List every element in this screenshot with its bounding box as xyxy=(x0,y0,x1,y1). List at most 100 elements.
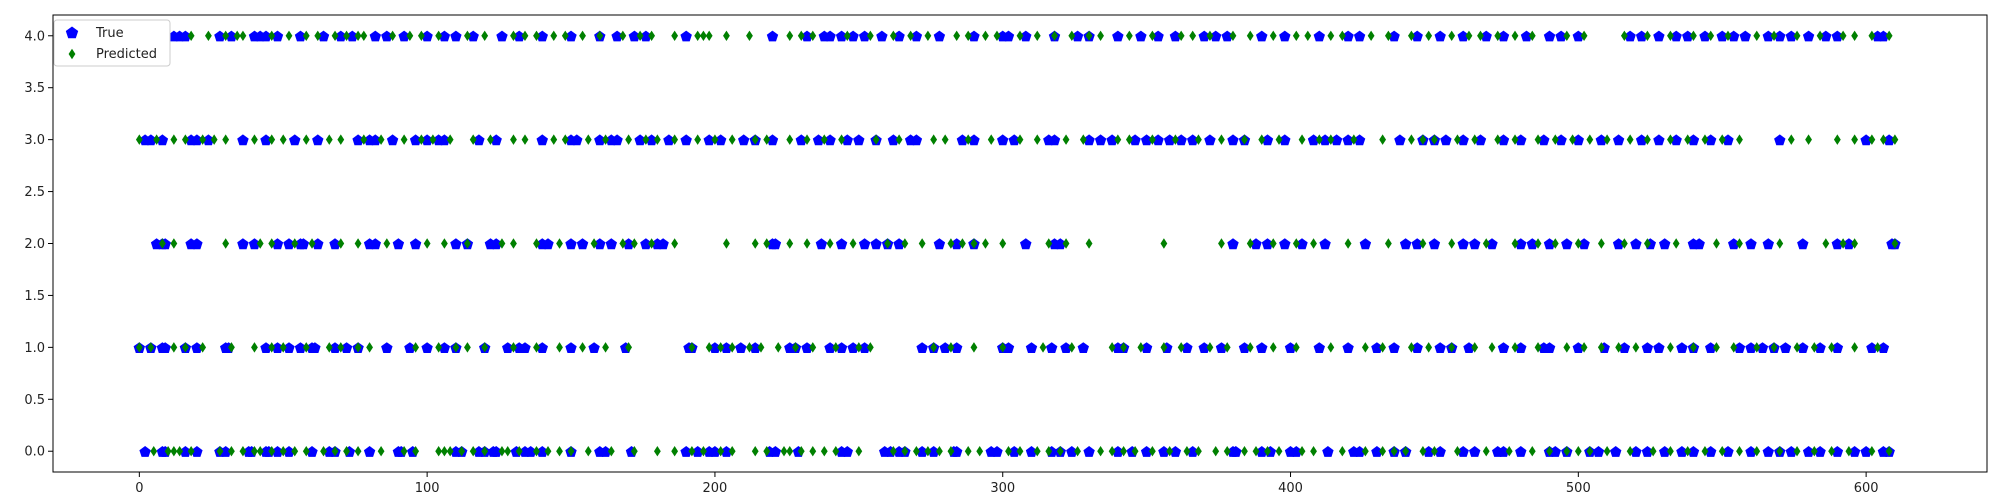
true-point xyxy=(1797,342,1809,353)
predicted-point xyxy=(228,446,235,457)
predicted-point xyxy=(366,342,373,353)
predicted-point xyxy=(1425,342,1433,353)
predicted-point xyxy=(1079,134,1087,145)
legend-label-predicted: Predicted xyxy=(96,47,157,62)
true-point xyxy=(312,238,324,250)
predicted-point xyxy=(1868,446,1876,457)
true-point xyxy=(588,342,600,353)
true-point xyxy=(297,238,310,250)
predicted-point xyxy=(797,30,805,41)
true-point xyxy=(1848,446,1861,457)
true-point xyxy=(1434,446,1446,457)
predicted-point xyxy=(1292,238,1300,249)
predicted-point xyxy=(792,342,799,353)
true-point xyxy=(191,446,203,457)
predicted-point xyxy=(619,30,627,41)
predicted-point xyxy=(786,446,794,457)
true-point xyxy=(335,30,347,42)
y-tick-label: 3.0 xyxy=(24,133,45,148)
predicted-point xyxy=(1787,134,1795,145)
predicted-point xyxy=(820,446,828,457)
predicted-point xyxy=(1195,134,1202,145)
true-point xyxy=(1353,134,1366,146)
predicted-point xyxy=(181,342,189,353)
predicted-point xyxy=(1361,446,1369,457)
true-point xyxy=(1330,134,1343,146)
true-point xyxy=(1175,134,1187,146)
predicted-point xyxy=(884,238,892,249)
true-point xyxy=(858,342,871,353)
true-point xyxy=(392,238,405,250)
predicted-point xyxy=(832,342,840,353)
x-axis: 0 100 200 300 400 500 600 xyxy=(135,472,1879,496)
predicted-point xyxy=(1033,446,1041,457)
predicted-point xyxy=(1851,238,1859,249)
predicted-point xyxy=(1419,134,1427,145)
predicted-point xyxy=(1701,134,1709,145)
predicted-point xyxy=(1431,134,1438,145)
y-tick-label: 4.0 xyxy=(24,29,45,44)
true-point xyxy=(450,30,462,42)
true-point xyxy=(1428,238,1441,250)
true-point xyxy=(692,446,704,457)
predicted-point xyxy=(1730,342,1738,353)
true-point xyxy=(536,134,548,146)
predicted-point xyxy=(590,238,598,249)
predicted-point xyxy=(556,342,563,353)
predicted-point xyxy=(1615,342,1623,353)
predicted-point xyxy=(1851,30,1859,41)
predicted-point xyxy=(1724,30,1732,41)
predicted-point xyxy=(1667,134,1674,145)
true-point xyxy=(1774,134,1786,146)
predicted-point xyxy=(653,134,661,145)
predicted-point xyxy=(1868,134,1876,145)
predicted-point xyxy=(1298,134,1306,145)
true-point xyxy=(467,30,479,42)
true-point xyxy=(1520,30,1533,42)
predicted-point xyxy=(291,238,299,249)
predicted-point xyxy=(694,134,702,145)
predicted-point xyxy=(464,238,471,249)
predicted-point xyxy=(1172,134,1179,145)
true-point xyxy=(309,342,321,353)
predicted-point xyxy=(671,134,679,145)
predicted-point xyxy=(786,30,794,41)
predicted-point xyxy=(723,30,730,41)
true-point xyxy=(709,446,721,457)
predicted-point xyxy=(1264,446,1271,457)
predicted-point xyxy=(1718,446,1726,457)
predicted-point xyxy=(1851,134,1859,145)
predicted-point xyxy=(1643,134,1651,145)
predicted-point xyxy=(1097,30,1104,41)
predicted-point xyxy=(423,238,431,249)
predicted-point xyxy=(1448,238,1456,249)
true-point xyxy=(565,342,577,353)
true-point xyxy=(997,134,1009,146)
true-point xyxy=(1515,342,1527,353)
predicted-point xyxy=(1160,342,1168,353)
predicted-point xyxy=(337,134,345,145)
predicted-point xyxy=(1597,238,1605,249)
true-point xyxy=(1342,134,1354,146)
predicted-point xyxy=(584,446,592,457)
predicted-point xyxy=(751,134,759,145)
true-point xyxy=(1515,446,1527,457)
true-point xyxy=(1457,238,1469,250)
predicted-point xyxy=(1736,446,1743,457)
predicted-point xyxy=(1408,134,1415,145)
true-point xyxy=(191,342,203,353)
predicted-point xyxy=(400,134,408,145)
true-point xyxy=(1048,134,1061,146)
predicted-point xyxy=(1074,446,1081,457)
true-point xyxy=(1077,342,1089,353)
predicted-point xyxy=(302,30,310,41)
true-point xyxy=(1388,30,1400,42)
predicted-point xyxy=(936,446,943,457)
predicted-point xyxy=(976,446,984,457)
true-point xyxy=(294,30,307,42)
predicted-point xyxy=(1125,30,1133,41)
predicted-point xyxy=(1310,238,1317,249)
true-point xyxy=(1083,134,1095,146)
predicted-point xyxy=(1546,446,1553,457)
predicted-point xyxy=(625,342,632,353)
